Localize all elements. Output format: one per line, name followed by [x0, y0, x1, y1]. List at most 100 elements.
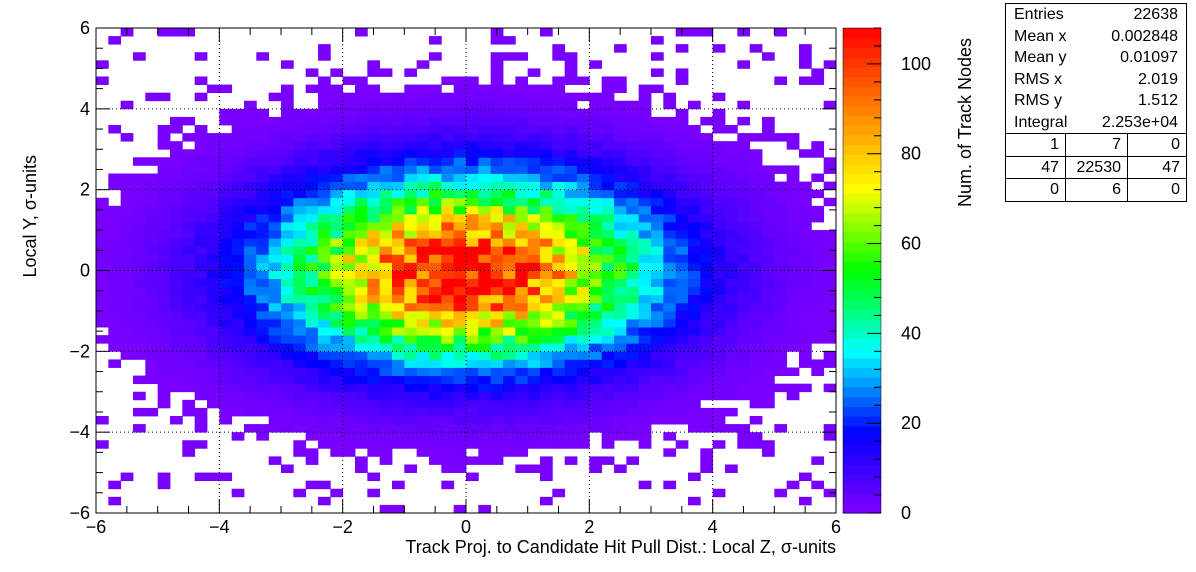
heatmap-bin: [601, 205, 615, 215]
heatmap-bin: [392, 319, 405, 328]
heatmap-bin: [416, 108, 430, 118]
heatmap-bin: [429, 375, 442, 385]
heatmap-bin: [688, 222, 701, 231]
heatmap-bin: [231, 254, 245, 263]
heatmap-bin: [799, 310, 812, 320]
heatmap-bin: [651, 367, 664, 376]
y-tick-label: 6: [80, 18, 90, 38]
heatmap-bin: [663, 375, 677, 385]
heatmap-bin: [231, 222, 245, 231]
heatmap-bin: [700, 141, 714, 150]
heatmap-bin: [256, 286, 270, 296]
heatmap-bin: [281, 92, 294, 102]
heatmap-bin: [441, 141, 455, 150]
heatmap-bin: [577, 319, 590, 328]
color-palette: [842, 27, 882, 514]
heatmap-bin: [145, 230, 159, 239]
heatmap-bin: [441, 391, 455, 401]
heatmap-bin: [281, 424, 294, 433]
heatmap-bin: [379, 262, 393, 271]
heatmap-bin: [552, 294, 566, 304]
heatmap-bin: [170, 157, 183, 166]
heatmap-bin: [392, 246, 405, 255]
heatmap-bin: [429, 254, 442, 263]
heatmap-bin: [379, 222, 393, 231]
heatmap-bin: [503, 133, 516, 142]
heatmap-bin: [416, 375, 430, 385]
heatmap-bin: [318, 238, 331, 247]
heatmap-bin: [478, 100, 492, 110]
heatmap-bin: [355, 165, 368, 174]
heatmap-bin: [811, 230, 825, 239]
heatmap-bin: [207, 278, 220, 288]
heatmap-bin: [638, 100, 652, 110]
heatmap-bin: [182, 213, 196, 223]
heatmap-bin: [527, 116, 541, 126]
heatmap-bin: [293, 440, 307, 449]
heatmap-bin: [108, 319, 122, 328]
heatmap-bin: [478, 432, 492, 441]
heatmap-bin: [318, 116, 331, 126]
heatmap-bin: [601, 157, 615, 166]
stats-label: RMS x: [1014, 70, 1062, 88]
heatmap-bin: [207, 472, 220, 482]
heatmap-bin: [552, 310, 566, 320]
heatmap-bin: [552, 319, 566, 328]
heatmap-bin: [194, 351, 208, 360]
heatmap-bin: [318, 108, 331, 118]
heatmap-bin: [490, 149, 504, 158]
heatmap-bin: [774, 246, 788, 255]
heatmap-bin: [786, 205, 800, 215]
heatmap-bin: [614, 416, 627, 425]
heatmap-bin: [823, 351, 837, 360]
heatmap-bin: [355, 116, 368, 126]
heatmap-bin: [207, 141, 220, 150]
palette-segment: [843, 66, 881, 78]
heatmap-bin: [651, 238, 664, 247]
heatmap-bin: [601, 327, 615, 336]
heatmap-bin: [379, 294, 393, 304]
heatmap-bin: [219, 270, 233, 279]
heatmap-bin: [219, 399, 233, 409]
heatmap-bin: [490, 76, 504, 85]
heatmap-bin: [194, 230, 208, 239]
heatmap-bin: [281, 189, 294, 199]
heatmap-bin: [404, 230, 418, 239]
heatmap-bin: [774, 351, 788, 360]
heatmap-bin: [490, 294, 504, 304]
heatmap-bin: [700, 424, 714, 433]
heatmap-bin: [466, 246, 479, 255]
heatmap-bin: [293, 189, 307, 199]
heatmap-bin: [281, 222, 294, 231]
heatmap-bin: [453, 391, 467, 401]
heatmap-bin: [120, 133, 134, 142]
heatmap-bin: [638, 125, 652, 134]
heatmap-bin: [170, 383, 183, 393]
heatmap-bin: [256, 213, 270, 223]
heatmap-bin: [589, 116, 603, 126]
heatmap-bin: [663, 157, 677, 166]
y-tick-label: 2: [80, 180, 90, 200]
heatmap-bin: [133, 351, 146, 360]
heatmap-bin: [293, 157, 307, 166]
heatmap-bin: [219, 133, 233, 142]
heatmap-bin: [355, 254, 368, 263]
heatmap-bin: [157, 359, 171, 368]
heatmap-bin: [330, 254, 344, 263]
heatmap-bin: [762, 359, 775, 368]
heatmap-bin: [490, 351, 504, 360]
heatmap-bin: [355, 92, 368, 102]
heatmap-bin: [503, 125, 516, 134]
heatmap-bin: [133, 327, 146, 336]
heatmap-bin: [120, 213, 134, 223]
heatmap-bin: [293, 335, 307, 344]
heatmap-bin: [626, 416, 640, 425]
heatmap-bin: [503, 92, 516, 102]
heatmap-bin: [342, 254, 356, 263]
heatmap-bin: [330, 116, 344, 126]
heatmap-bin: [305, 480, 319, 490]
heatmap-bin: [231, 319, 245, 328]
heatmap-bin: [688, 197, 701, 207]
heatmap-bin: [453, 76, 467, 85]
heatmap-bin: [466, 189, 479, 199]
